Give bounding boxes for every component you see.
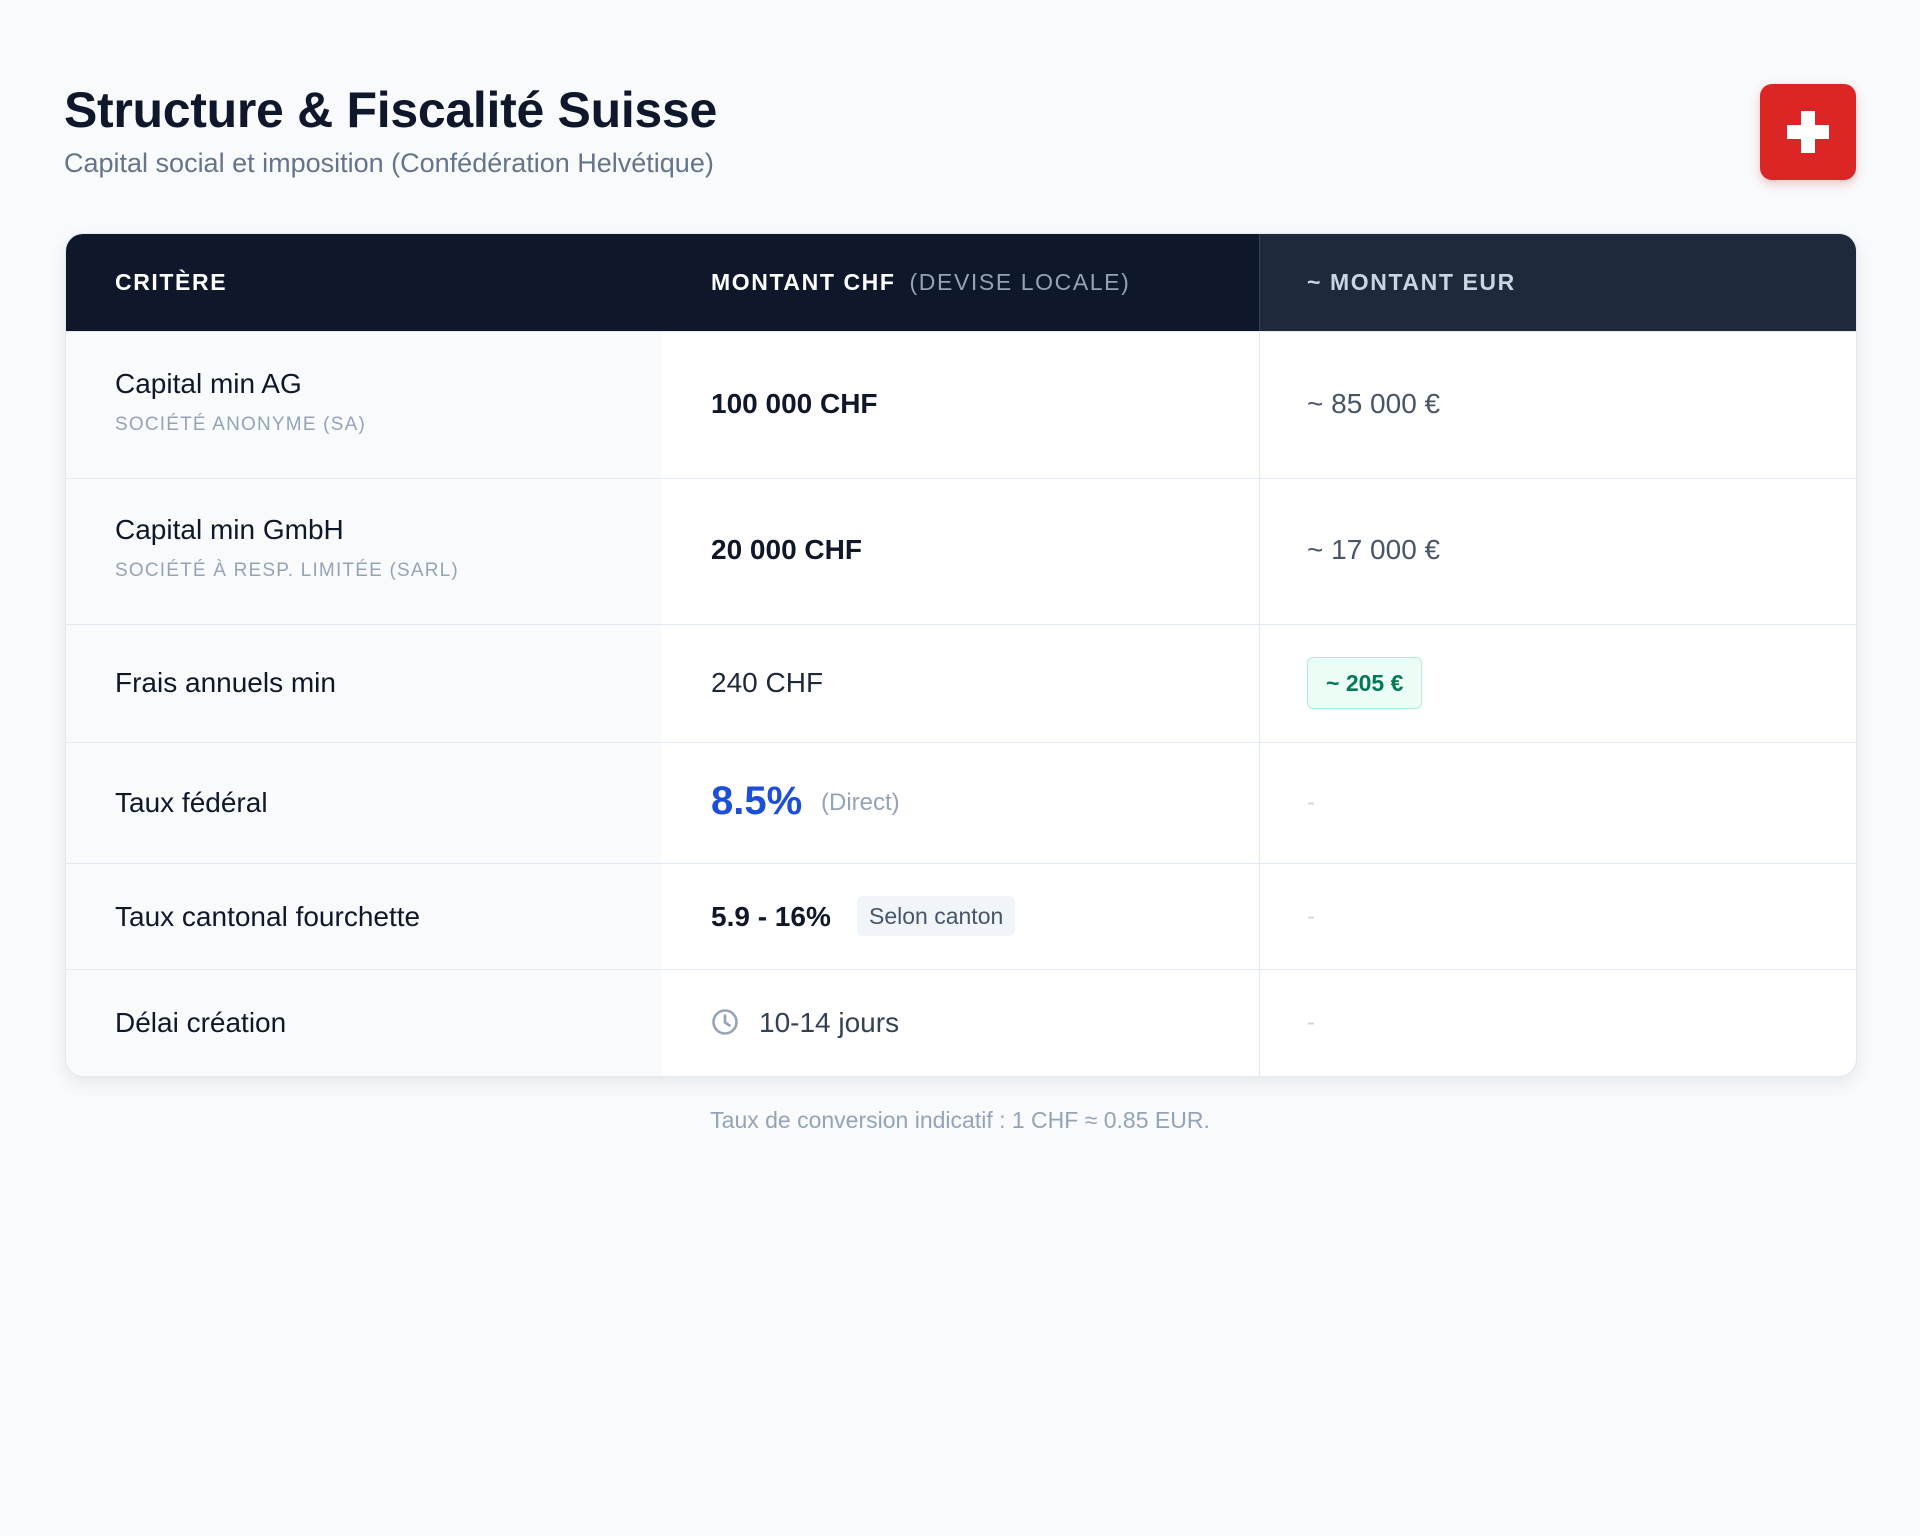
eur-value: ~ 85 000 € <box>1307 388 1441 419</box>
column-header-chf-label: Montant CHF <box>711 269 896 295</box>
cantonal-rate-range: 5.9 - 16% <box>711 901 831 932</box>
page-title: Structure & Fiscalité Suisse <box>64 82 717 138</box>
table-row: Capital min GmbH Société à resp. limitée… <box>66 478 1856 625</box>
table-row: Frais annuels min 240 CHF ~ 205 € <box>66 624 1856 743</box>
eur-header-background <box>1259 234 1856 331</box>
column-divider <box>1259 332 1260 479</box>
creation-delay-value: 10-14 jours <box>759 1007 900 1038</box>
row-label: Frais annuels min <box>115 667 336 698</box>
eur-empty: - <box>1307 789 1315 816</box>
clock-icon <box>712 1009 738 1035</box>
column-divider <box>1259 479 1260 625</box>
table-row: Délai création 10-14 jours - <box>66 969 1856 1076</box>
row-label: Taux cantonal fourchette <box>115 901 421 932</box>
eur-badge: ~ 205 € <box>1307 657 1423 709</box>
row-label: Délai création <box>115 1007 287 1038</box>
column-divider <box>1259 864 1260 970</box>
row-label: Capital min AG <box>115 368 302 399</box>
page-header: Structure & Fiscalité Suisse Capital soc… <box>64 80 1856 190</box>
chf-value: 20 000 CHF <box>711 534 862 565</box>
federal-rate-value: 8.5% <box>711 779 803 823</box>
swiss-flag-icon <box>1760 84 1856 180</box>
eur-empty: - <box>1307 903 1315 930</box>
criteria-cell <box>66 625 662 743</box>
row-label: Taux fédéral <box>115 787 268 818</box>
column-divider <box>1259 970 1260 1076</box>
criteria-cell <box>66 332 662 479</box>
page-subtitle: Capital social et imposition (Confédérat… <box>64 148 714 178</box>
chf-value: 240 CHF <box>711 667 824 698</box>
comparison-table: Critère Montant CHF (Devise locale) ~ Mon… <box>65 233 1857 1077</box>
table-row: Taux cantonal fourchette 5.9 - 16% Selon… <box>66 863 1856 970</box>
criteria-cell <box>66 479 662 625</box>
column-header-criteria: Critère <box>115 269 228 295</box>
conversion-footnote: Taux de conversion indicatif : 1 CHF ≈ 0… <box>710 1107 1210 1133</box>
chf-value: 100 000 CHF <box>711 388 878 419</box>
column-header-eur: ~ Montant EUR <box>1307 269 1516 295</box>
row-label: Capital min GmbH <box>115 514 344 545</box>
eur-value: ~ 17 000 € <box>1307 534 1441 565</box>
eur-empty: - <box>1307 1009 1315 1036</box>
flag-cross-vertical <box>1801 111 1815 153</box>
federal-rate-note: (Direct) <box>821 789 900 816</box>
column-divider <box>1259 743 1260 864</box>
row-sublabel: Société à resp. limitée (SARL) <box>115 560 459 581</box>
column-header-chf: Montant CHF (Devise locale) <box>711 234 1130 331</box>
criteria-cell <box>66 864 662 970</box>
criteria-cell <box>66 743 662 864</box>
column-header-chf-sub: (Devise locale) <box>909 269 1131 295</box>
table-row: Taux fédéral 8.5% (Direct) - <box>66 742 1856 864</box>
canton-badge: Selon canton <box>857 896 1016 936</box>
criteria-cell <box>66 970 662 1076</box>
row-sublabel: Société Anonyme (SA) <box>115 414 366 435</box>
table-header: Critère Montant CHF (Devise locale) ~ Mon… <box>66 234 1856 331</box>
column-divider <box>1259 625 1260 743</box>
table-row: Capital min AG Société Anonyme (SA) 100 … <box>66 331 1856 479</box>
